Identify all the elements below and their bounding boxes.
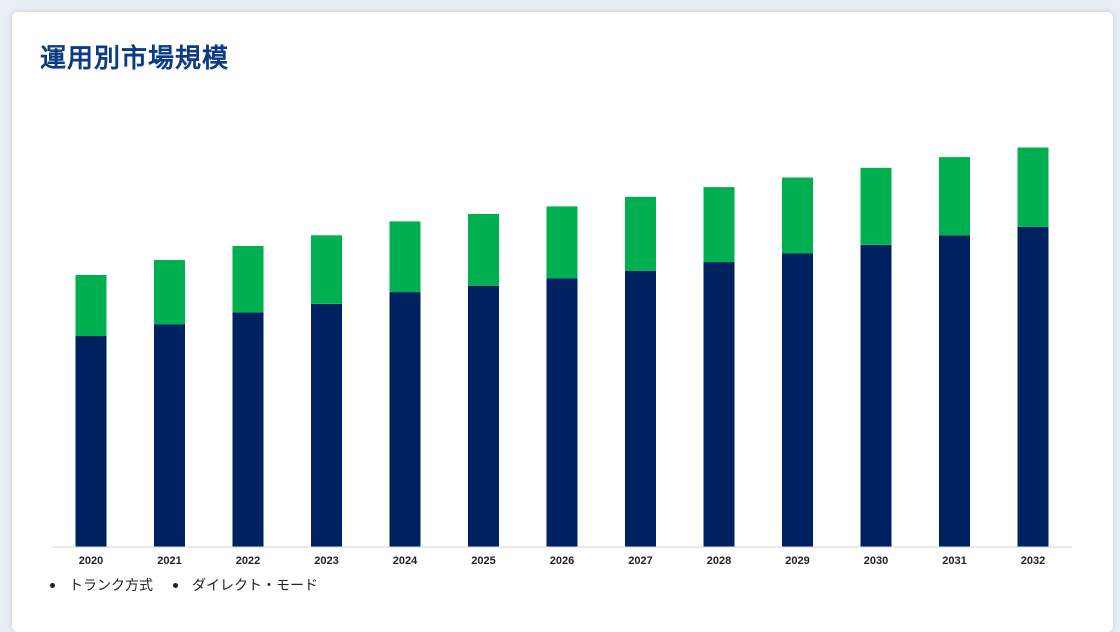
x-tick-label: 2028 [707, 555, 731, 567]
x-tick-label: 2024 [393, 555, 418, 567]
x-tick-label: 2021 [157, 555, 181, 567]
bar-trunk-2024 [389, 292, 421, 547]
bar-direct-2025 [468, 213, 499, 286]
bar-trunk-2030 [860, 245, 892, 547]
x-tick-label: 2022 [236, 555, 260, 567]
x-tick-label: 2025 [471, 555, 495, 567]
bar-trunk-2022 [232, 312, 264, 547]
legend: トランク方式 ダイレクト・モード [50, 575, 338, 595]
x-tick-label: 2020 [79, 555, 103, 567]
legend-bullet-icon [173, 582, 178, 588]
bar-trunk-2029 [782, 253, 813, 547]
x-tick-labels: 2020 2021 2022 2023 2024 2025 2026 2027 2028 2029… [79, 555, 1045, 567]
legend-item-trunk: トランク方式 [50, 575, 153, 595]
bar-direct-2026 [546, 206, 578, 279]
bar-direct-2022 [232, 246, 264, 313]
x-tick-label: 2030 [864, 555, 888, 567]
bar-direct-2027 [625, 196, 656, 271]
x-tick-label: 2026 [550, 555, 574, 567]
x-tick-label: 2029 [785, 555, 809, 567]
legend-label-trunk: トランク方式 [69, 578, 153, 594]
bar-trunk-2021 [154, 324, 185, 547]
bar-trunk-2025 [468, 285, 499, 547]
x-tick-label: 2027 [628, 555, 652, 567]
legend-item-direct: ダイレクト・モード [173, 575, 318, 595]
bars-group [75, 147, 1049, 548]
bar-direct-2030 [860, 167, 892, 245]
bar-trunk-2027 [625, 270, 656, 547]
bar-chart: 2020 2021 2022 2023 2024 2025 2026 2027 2028 2029… [52, 147, 1072, 567]
bar-trunk-2031 [939, 235, 970, 548]
x-tick-label: 2032 [1021, 555, 1045, 567]
bar-trunk-2028 [703, 262, 735, 547]
bar-trunk-2026 [546, 278, 578, 547]
bar-direct-2020 [75, 275, 107, 337]
bar-direct-2028 [703, 187, 735, 263]
bar-direct-2023 [311, 235, 342, 304]
bar-trunk-2023 [311, 303, 342, 547]
bar-direct-2021 [154, 260, 185, 325]
bar-direct-2029 [782, 177, 813, 254]
legend-bullet-icon [50, 582, 55, 588]
bar-direct-2024 [389, 221, 421, 293]
x-tick-label: 2023 [314, 555, 338, 567]
bar-direct-2032 [1017, 147, 1049, 227]
legend-label-direct: ダイレクト・モード [192, 578, 318, 594]
x-tick-label: 2031 [942, 555, 966, 567]
page-title: 運用別市場規模 [40, 44, 230, 74]
bar-trunk-2020 [75, 336, 107, 547]
bar-direct-2031 [939, 157, 970, 236]
bar-trunk-2032 [1017, 226, 1049, 548]
